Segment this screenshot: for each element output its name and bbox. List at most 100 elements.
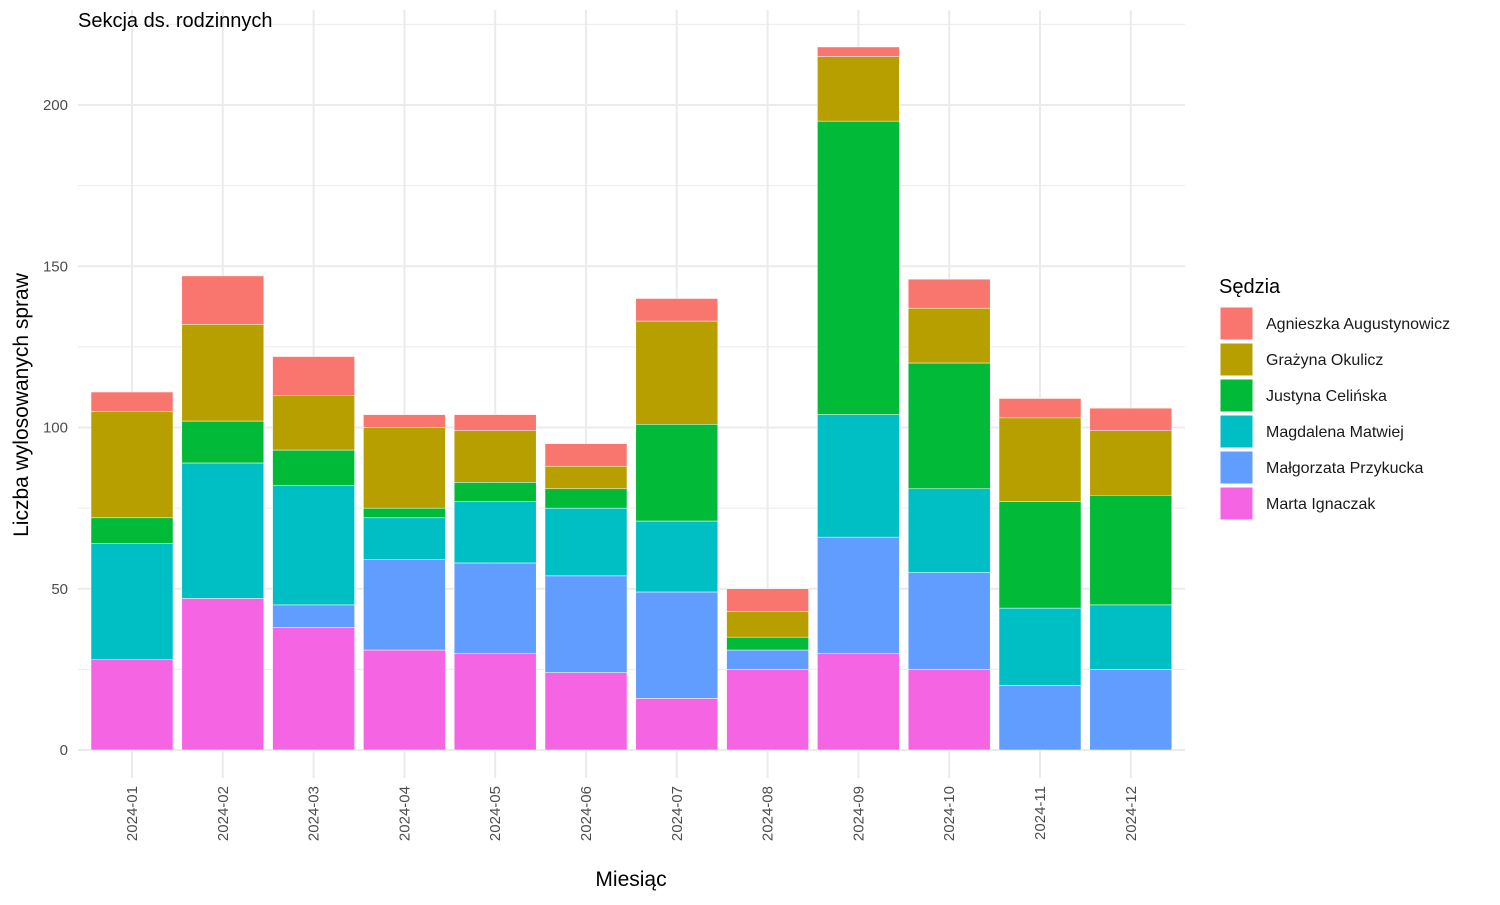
legend-swatch [1219,342,1254,377]
x-axis-ticks: 2024-01 2024-02 2024-03 2024-04 2024-05 2024-… [124,786,1140,841]
bar-segment [817,56,900,122]
legend-title: Sędzia [1219,276,1281,298]
bar-segment [544,575,628,673]
bar-segment [544,443,628,467]
bar-segment [635,424,719,522]
y-axis-title: Liczba wylosowanych spraw [10,272,33,537]
bar-segment [363,507,446,519]
bar-segment [817,46,900,57]
bar-segment [635,698,719,751]
y-tick-label: 50 [51,581,68,598]
bar-segment [998,501,1082,609]
bar-segment [726,611,809,638]
x-axis-title: Miesiąc [595,868,666,891]
legend-swatch [1219,378,1254,413]
bar-segment [907,362,991,490]
bar-segment [544,507,628,577]
bar-segment [272,395,355,451]
bar-segment [817,653,900,751]
bar-segment [363,559,446,651]
x-tick-label: 2024-08 [760,786,777,841]
bar-segment [453,653,537,751]
bar-segment [272,449,355,486]
bar-segment [998,417,1082,502]
bar-segment [998,685,1082,751]
bar-segment [1089,407,1173,431]
x-tick-label: 2024-06 [578,786,595,841]
legend-swatch [1219,450,1254,485]
chart-title: Sekcja ds. rodzinnych [78,10,273,32]
bar-segment [544,465,628,490]
bar-segment [181,420,265,464]
x-tick-label: 2024-05 [487,786,504,841]
legend-swatch [1219,306,1254,341]
legend-label: Magdalena Matwiej [1266,424,1404,441]
bar-segment [998,398,1082,419]
bar-segment [90,517,174,544]
x-tick-label: 2024-11 [1032,786,1049,840]
bar-segment [453,501,537,564]
legend-label: Grażyna Okulicz [1266,352,1383,369]
bar-segment [90,659,174,751]
bar-segment [90,543,174,660]
x-tick-label: 2024-04 [396,786,413,841]
x-tick-label: 2024-12 [1123,786,1140,841]
legend-swatch [1219,486,1254,521]
bar-segment [817,120,900,415]
legend: Sędzia Agnieszka Augustynowicz Grażyna Ok… [1219,276,1450,521]
bar-segment [635,591,719,699]
bar-segment [726,636,809,651]
x-tick-label: 2024-10 [941,786,958,841]
bar-segment [907,278,991,309]
legend-swatch [1219,414,1254,449]
bar-segment [726,669,809,751]
bar-segment [1089,604,1173,670]
bar-segment [363,649,446,751]
y-tick-label: 0 [60,742,68,759]
bar-segment [181,324,265,422]
bar-segment [272,604,355,628]
bar-segment [726,649,809,670]
bar-segment [181,275,265,325]
bar-segment [1089,669,1173,751]
bar-segment [817,414,900,538]
bars [90,46,1173,751]
bar-segment [635,298,719,322]
bar-segment [272,627,355,751]
bar-segment [453,482,537,502]
bar-segment [907,572,991,670]
bar-segment [272,356,355,396]
bar-segment [544,488,628,509]
bar-segment [453,430,537,483]
y-tick-label: 200 [43,97,68,114]
x-tick-label: 2024-07 [669,786,686,841]
bar-segment [363,414,446,428]
bar-segment [181,598,265,751]
bar-segment [1089,430,1173,496]
bar-segment [998,607,1082,686]
bar-segment [363,517,446,560]
x-tick-label: 2024-02 [215,786,232,841]
legend-label: Agnieszka Augustynowicz [1266,316,1450,333]
bar-segment [181,462,265,599]
y-axis-ticks: 0 50 100 150 200 [43,97,68,759]
bar-segment [90,391,174,412]
bar-segment [907,669,991,751]
bar-segment [363,427,446,509]
y-tick-label: 100 [43,420,68,437]
bar-segment [726,588,809,612]
bar-segment [907,488,991,573]
x-tick-label: 2024-01 [124,786,141,841]
bar-segment [635,320,719,425]
bar-segment [1089,494,1173,606]
bar-segment [635,520,719,593]
bar-segment [453,562,537,654]
bar-segment [90,411,174,519]
bar-segment [453,414,537,431]
bar-segment [907,307,991,364]
y-tick-label: 150 [43,258,68,275]
legend-label: Małgorzata Przykucka [1266,460,1423,477]
bar-segment [817,536,900,654]
